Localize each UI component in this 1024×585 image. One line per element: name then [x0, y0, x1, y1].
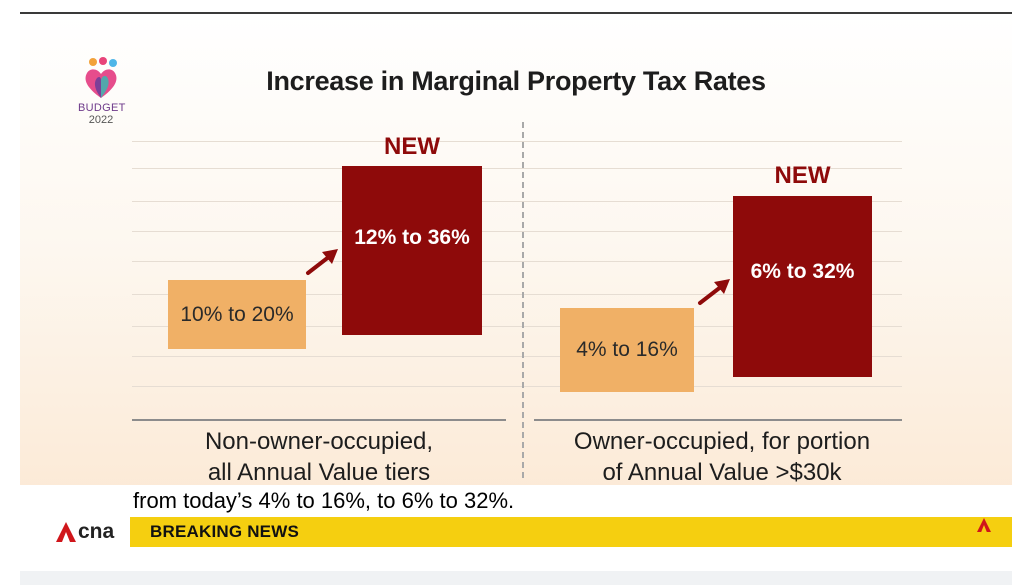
left-caption-line2: all Annual Value tiers	[207, 459, 431, 486]
logo-budget-text: BUDGET	[78, 102, 126, 114]
left-caption-line1: Non-owner-occupied,	[204, 428, 434, 455]
left-new-rate-bar: 12% to 36%	[342, 166, 482, 335]
follow-cna-icon	[976, 518, 991, 532]
right-new-rate-bar: 6% to 32%	[733, 196, 872, 377]
grid-line	[132, 168, 902, 169]
breaking-news-label: BREAKING NEWS	[150, 522, 299, 541]
grid-line	[132, 261, 902, 262]
right-caption: Owner-occupied, for portion of Annual Va…	[526, 426, 918, 488]
top-border-line	[20, 12, 1012, 14]
right-new-rate-label: 6% to 32%	[750, 260, 855, 283]
right-new-tag: NEW	[774, 162, 831, 189]
left-baseline	[132, 419, 506, 421]
grid-line	[132, 141, 902, 142]
slide-title: Increase in Marginal Property Tax Rates	[266, 66, 766, 96]
breaking-news-ticker: cna BREAKING NEWS FOLLOW	[20, 511, 1012, 547]
grid-line	[132, 294, 902, 295]
grid-line	[132, 386, 902, 387]
right-arrow-icon	[698, 279, 730, 305]
panel-divider	[522, 122, 524, 478]
cna-logo: cna	[20, 517, 130, 547]
subtitle-bar: from today’s 4% to 16%, to 6% to 32%.	[20, 485, 1012, 517]
video-frame[interactable]: BUDGET 2022 Increase in Marginal Propert…	[20, 14, 1012, 547]
player-bottom-strip	[20, 571, 1012, 585]
grid-line	[132, 201, 902, 202]
follow-badge[interactable]: FOLLOW	[967, 511, 1000, 537]
grid-line	[132, 231, 902, 232]
grid-line	[132, 356, 902, 357]
subtitle-text: from today’s 4% to 16%, to 6% to 32%.	[133, 488, 515, 513]
left-arrow-icon	[306, 249, 338, 275]
left-old-rate-bar: 10% to 20%	[168, 280, 306, 349]
logo-year-text: 2022	[88, 114, 114, 126]
right-caption-line1: Owner-occupied, for portion	[573, 428, 871, 455]
cna-triangle-icon	[56, 522, 76, 542]
follow-text: FOLLOW	[967, 511, 1000, 518]
budget-heart-icon	[85, 57, 117, 98]
cna-brand-text: cna	[78, 520, 115, 543]
right-baseline	[534, 419, 902, 421]
grid-line	[132, 326, 902, 327]
left-old-rate-label: 10% to 20%	[180, 302, 294, 326]
left-new-rate-label: 12% to 36%	[354, 225, 470, 249]
right-old-rate-bar: 4% to 16%	[560, 308, 694, 392]
left-new-tag: NEW	[384, 133, 440, 160]
left-caption: Non-owner-occupied, all Annual Value tie…	[132, 426, 506, 488]
right-old-rate-label: 4% to 16%	[576, 338, 678, 361]
right-caption-line2: of Annual Value >$30k	[602, 459, 842, 486]
budget-logo: BUDGET 2022	[78, 56, 126, 126]
